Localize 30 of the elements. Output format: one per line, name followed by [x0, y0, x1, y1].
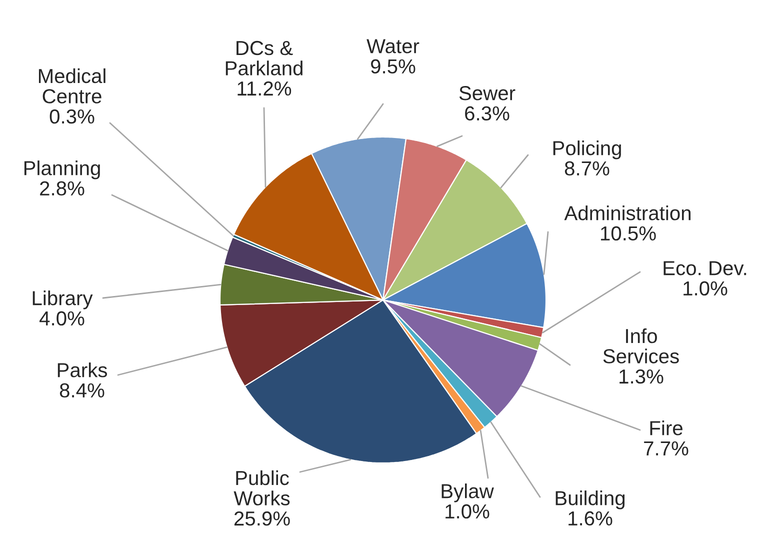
- slice-label: Water: [366, 39, 420, 54]
- data-label: 0.3%: [50, 109, 94, 124]
- data-label: 8.7%: [564, 161, 610, 176]
- data-label: 1.0%: [446, 504, 490, 519]
- data-label: 4.0%: [40, 311, 84, 326]
- data-label: 7.7%: [644, 441, 688, 456]
- slice-label: Building: [556, 490, 625, 510]
- data-label: 1.3%: [620, 369, 664, 384]
- slice-label: Info Services: [603, 328, 679, 364]
- data-label: 8.4%: [60, 383, 104, 398]
- slice-label: Medical Centre: [38, 68, 106, 104]
- data-label: 6.3%: [465, 106, 510, 121]
- data-label: 2.8%: [40, 181, 84, 196]
- slice-label: Policing: [553, 140, 621, 160]
- slice-label: Eco. Dev.: [664, 261, 746, 276]
- data-label: 1.6%: [568, 511, 612, 526]
- data-label: 10.5%: [600, 226, 656, 241]
- data-label: 25.9%: [234, 511, 290, 526]
- slice-label: Bylaw: [442, 483, 494, 502]
- slice-label: Public Works: [234, 470, 290, 506]
- slice-label: Planning: [24, 160, 100, 180]
- slice-label: Parks: [58, 362, 108, 378]
- slice-label: DCs & Parkland: [226, 40, 302, 76]
- slice-label: Sewer: [459, 86, 516, 100]
- slice-label: Library: [32, 290, 93, 310]
- data-label: 9.5%: [370, 59, 416, 74]
- data-label: 11.2%: [238, 81, 292, 96]
- slice-label: Administration: [564, 205, 690, 220]
- data-label: 1.0%: [684, 281, 728, 296]
- slice-label: Fire: [650, 420, 682, 436]
